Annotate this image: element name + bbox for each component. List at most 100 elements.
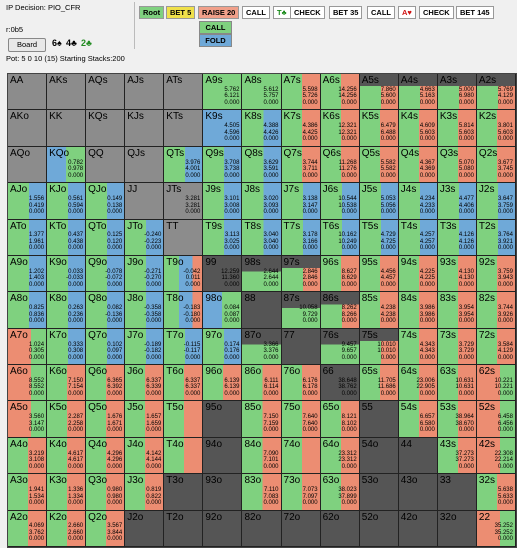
hand-cell-87o[interactable]: 87o 3.366 3.376 0.000 — [242, 328, 282, 366]
hand-cell-t6s[interactable]: T6s 10.162 10.249 0.000 — [320, 219, 360, 256]
hand-cell-ajs[interactable]: AJs — [125, 74, 165, 111]
action-check[interactable]: CHECK — [419, 6, 454, 19]
hand-cell-kk[interactable]: KK — [47, 110, 87, 147]
hand-cell-a5s[interactable]: A5s 7.860 5.600 0.000 — [359, 74, 399, 111]
hand-cell-q9s[interactable]: Q9s 3.708 3.738 0.000 — [203, 146, 243, 184]
hand-cell-kts[interactable]: KTs — [164, 110, 204, 147]
hand-cell-97o[interactable]: 97o 0.174 0.176 0.000 — [203, 328, 243, 366]
hand-cell-q2o[interactable]: Q2o 3.567 3.844 0.000 — [86, 510, 126, 547]
hand-cell-96s[interactable]: 96s 8.627 8.629 0.000 — [320, 255, 360, 293]
hand-cell-kjo[interactable]: KJo 0.561 0.594 0.000 — [47, 183, 87, 220]
hand-cell-k9s[interactable]: K9s 4.505 4.596 0.000 — [203, 110, 243, 147]
hand-cell-a6o[interactable]: A6o 8.552 8.552 0.000 — [8, 365, 48, 402]
hand-cell-t4o[interactable]: T4o — [164, 437, 204, 475]
board-button[interactable]: Board — [8, 38, 46, 52]
hand-cell-t2s[interactable]: T2s 3.764 3.921 0.000 — [476, 219, 516, 256]
action-call[interactable]: CALL — [367, 6, 395, 19]
hand-cell-aa[interactable]: AA — [8, 74, 48, 111]
hand-cell-qts[interactable]: QTs 3.976 4.001 0.000 — [164, 146, 204, 184]
hand-cell-a7o[interactable]: A7o 1.024 0.305 0.000 — [8, 328, 48, 366]
hand-cell-t5o[interactable]: T5o — [164, 401, 204, 438]
hand-cell-64o[interactable]: 64o 23.312 23.312 0.000 — [320, 437, 360, 475]
hand-cell-a5o[interactable]: A5o 3.560 3.147 0.000 — [8, 401, 48, 438]
hand-cell-a7s[interactable]: A7s 5.598 5.726 0.000 — [281, 74, 321, 111]
hand-cell-a2s[interactable]: A2s 5.769 4.129 0.000 — [476, 74, 516, 111]
hand-cell-j8o[interactable]: J8o -0.358 -0.358 0.000 — [125, 292, 165, 329]
hand-cell-jto[interactable]: JTo -0.240 -0.223 0.000 — [125, 219, 165, 256]
hand-cell-86s[interactable]: 86s 8.262 8.266 0.000 — [320, 292, 360, 329]
hand-cell-t9o[interactable]: T9o -0.042 0.011 0.000 — [164, 255, 204, 293]
hand-cell-t3o[interactable]: T3o — [164, 474, 204, 511]
hand-cell-ajo[interactable]: AJo 1.556 0.419 0.000 — [8, 183, 48, 220]
hand-cell-52o[interactable]: 52o — [359, 510, 399, 547]
hand-cell-j6s[interactable]: J6s 10.544 10.538 0.000 — [320, 183, 360, 220]
action-t-[interactable]: T♣ — [273, 6, 291, 19]
hand-cell-ako[interactable]: AKo — [8, 110, 48, 147]
hand-cell-87s[interactable]: 87s 10.058 9.729 0.000 — [281, 292, 321, 329]
hand-cell-t6o[interactable]: T6o 6.337 6.337 0.000 — [164, 365, 204, 402]
hand-cell-a8s[interactable]: A8s 5.612 5.757 0.000 — [242, 74, 282, 111]
hand-cell-75s[interactable]: 75s 10.010 10.010 0.000 — [359, 328, 399, 366]
hand-cell-66[interactable]: 66 38.648 38.762 0.000 — [320, 365, 360, 402]
hand-cell-qto[interactable]: QTo 0.125 0.120 0.000 — [86, 219, 126, 256]
hand-cell-a3o[interactable]: A3o 1.941 1.534 0.000 — [8, 474, 48, 511]
hand-cell-a3s[interactable]: A3s 5.000 6.980 0.000 — [437, 74, 477, 111]
hand-cell-q6o[interactable]: Q6o 6.365 6.392 0.000 — [86, 365, 126, 402]
hand-cell-q5o[interactable]: Q5o 1.676 1.671 0.000 — [86, 401, 126, 438]
hand-cell-j4o[interactable]: J4o 4.142 4.144 0.000 — [125, 437, 165, 475]
hand-cell-85s[interactable]: 85s 4.238 4.238 0.000 — [359, 292, 399, 329]
hand-cell-54o[interactable]: 54o — [359, 437, 399, 475]
hand-cell-62o[interactable]: 62o — [320, 510, 360, 547]
hand-cell-44[interactable]: 44 — [398, 437, 438, 475]
hand-cell-64s[interactable]: 64s 23.006 22.905 0.000 — [398, 365, 438, 402]
hand-cell-t7s[interactable]: T7s 3.178 3.166 0.000 — [281, 219, 321, 256]
action-check[interactable]: CHECK — [290, 6, 325, 19]
hand-cell-t8o[interactable]: T8o -0.183 -0.180 0.000 — [164, 292, 204, 329]
hand-cell-95s[interactable]: 95s 4.456 4.457 0.000 — [359, 255, 399, 293]
hand-cell-q3s[interactable]: Q3s 5.070 5.080 0.000 — [437, 146, 477, 184]
hand-cell-jj[interactable]: JJ — [125, 183, 165, 220]
hand-cell-kjs[interactable]: KJs — [125, 110, 165, 147]
hand-cell-92s[interactable]: 92s 3.759 3.943 0.000 — [476, 255, 516, 293]
hand-cell-52s[interactable]: 52s 6.458 6.456 0.000 — [476, 401, 516, 438]
hand-cell-98s[interactable]: 98s 2.644 2.644 0.000 — [242, 255, 282, 293]
hand-cell-t8s[interactable]: T8s 3.040 3.040 0.000 — [242, 219, 282, 256]
hand-cell-k4s[interactable]: K4s 4.609 5.603 0.000 — [398, 110, 438, 147]
hand-cell-93o[interactable]: 93o — [203, 474, 243, 511]
hand-cell-65o[interactable]: 65o 8.121 8.102 0.000 — [320, 401, 360, 438]
hand-cell-95o[interactable]: 95o — [203, 401, 243, 438]
hand-cell-74s[interactable]: 74s 4.343 4.343 0.000 — [398, 328, 438, 366]
hand-cell-a9s[interactable]: A9s 5.762 6.121 0.000 — [203, 74, 243, 111]
hand-cell-t5s[interactable]: T5s 4.729 4.725 0.000 — [359, 219, 399, 256]
hand-cell-j9s[interactable]: J9s 3.101 3.008 0.000 — [203, 183, 243, 220]
hand-cell-55[interactable]: 55 — [359, 401, 399, 438]
hand-cell-75o[interactable]: 75o 7.640 7.640 0.000 — [281, 401, 321, 438]
hand-cell-76o[interactable]: 76o 6.176 6.178 0.000 — [281, 365, 321, 402]
hand-cell-k3s[interactable]: K3s 5.814 5.603 0.000 — [437, 110, 477, 147]
hand-cell-88[interactable]: 88 — [242, 292, 282, 329]
hand-cell-q7o[interactable]: Q7o 0.102 0.097 0.000 — [86, 328, 126, 366]
hand-cell-qjo[interactable]: QJo 0.149 0.138 0.000 — [86, 183, 126, 220]
hand-cell-q6s[interactable]: Q6s 11.268 11.276 0.000 — [320, 146, 360, 184]
hand-cell-77[interactable]: 77 — [281, 328, 321, 366]
hand-cell-k8s[interactable]: K8s 4.388 4.426 0.000 — [242, 110, 282, 147]
hand-cell-jts[interactable]: JTs 3.281 3.281 0.000 — [164, 183, 204, 220]
hand-cell-32s[interactable]: 32s 5.638 5.633 0.000 — [476, 474, 516, 511]
hand-cell-72s[interactable]: 72s 3.584 4.129 0.000 — [476, 328, 516, 366]
hand-cell-73o[interactable]: 73o 7.073 7.097 0.000 — [281, 474, 321, 511]
hand-cell-k4o[interactable]: K4o 4.617 4.617 0.000 — [47, 437, 87, 475]
hand-cell-k2o[interactable]: K2o 2.660 2.660 0.000 — [47, 510, 87, 547]
hand-cell-kqs[interactable]: KQs — [86, 110, 126, 147]
hand-cell-k6s[interactable]: K6s 12.321 12.321 0.000 — [320, 110, 360, 147]
hand-cell-j6o[interactable]: J6o 6.337 6.339 0.000 — [125, 365, 165, 402]
hand-cell-q8s[interactable]: Q8s 3.629 3.591 0.000 — [242, 146, 282, 184]
hand-cell-65s[interactable]: 65s 11.705 11.686 0.000 — [359, 365, 399, 402]
hand-cell-j2o[interactable]: J2o — [125, 510, 165, 547]
hand-cell-82s[interactable]: 82s 3.744 3.926 0.000 — [476, 292, 516, 329]
sub-action-call[interactable]: CALL — [199, 21, 232, 34]
hand-cell-k6o[interactable]: K6o 7.150 7.154 0.000 — [47, 365, 87, 402]
hand-cell-43s[interactable]: 43s 37.273 37.273 0.000 — [437, 437, 477, 475]
hand-cell-t7o[interactable]: T7o -0.115 -0.117 0.000 — [164, 328, 204, 366]
hand-cell-k7o[interactable]: K7o 0.333 0.308 0.000 — [47, 328, 87, 366]
hand-cell-99[interactable]: 99 12.259 11.360 0.000 — [203, 255, 243, 293]
